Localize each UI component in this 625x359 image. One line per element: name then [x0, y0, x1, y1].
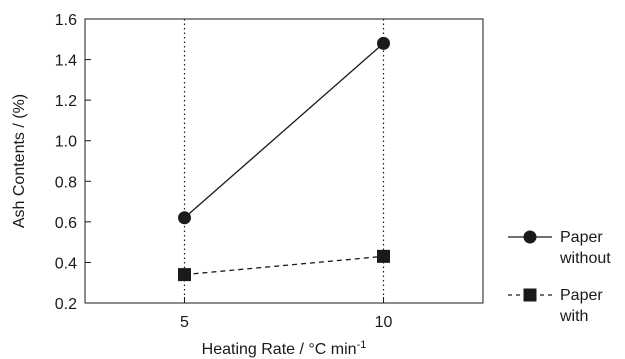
series-line-2	[184, 255, 384, 276]
series-layer	[178, 36, 390, 282]
data-point	[377, 36, 390, 50]
y-axis-title: Ash Contents / (%)	[11, 94, 28, 228]
x-axis-title-superscript: -1	[357, 339, 367, 351]
legend-label: without	[559, 250, 611, 267]
legend-label: with	[559, 308, 588, 325]
y-tick-label: 1.4	[55, 53, 77, 70]
y-axis: 0.2 0.4 0.6 0.8 1.0 1.2 1.4 1.6	[55, 12, 91, 313]
gridlines	[183, 19, 385, 303]
data-point	[178, 268, 191, 282]
x-axis-title: Heating Rate / °C min-1	[202, 339, 367, 358]
legend-label: Paper	[560, 229, 603, 246]
y-tick-label: 1.2	[55, 93, 77, 110]
y-tick-label: 1.6	[55, 12, 77, 29]
data-point	[377, 249, 390, 263]
data-point	[178, 211, 191, 225]
x-tick-label: 10	[375, 314, 393, 331]
legend-marker	[523, 230, 537, 244]
series-line-1	[184, 42, 384, 219]
x-axis: 5 10	[180, 297, 393, 331]
y-tick-label: 0.2	[55, 296, 77, 313]
legend: Paper without Paper with	[508, 229, 611, 325]
legend-marker	[523, 288, 537, 302]
y-tick-label: 1.0	[55, 134, 77, 151]
x-axis-title-main: Heating Rate / °C min	[202, 341, 357, 358]
plot-frame	[84, 18, 484, 304]
legend-label: Paper	[560, 287, 603, 304]
x-tick-label: 5	[180, 314, 189, 331]
y-tick-label: 0.8	[55, 174, 77, 191]
y-tick-label: 0.4	[55, 255, 77, 272]
y-tick-label: 0.6	[55, 215, 77, 232]
